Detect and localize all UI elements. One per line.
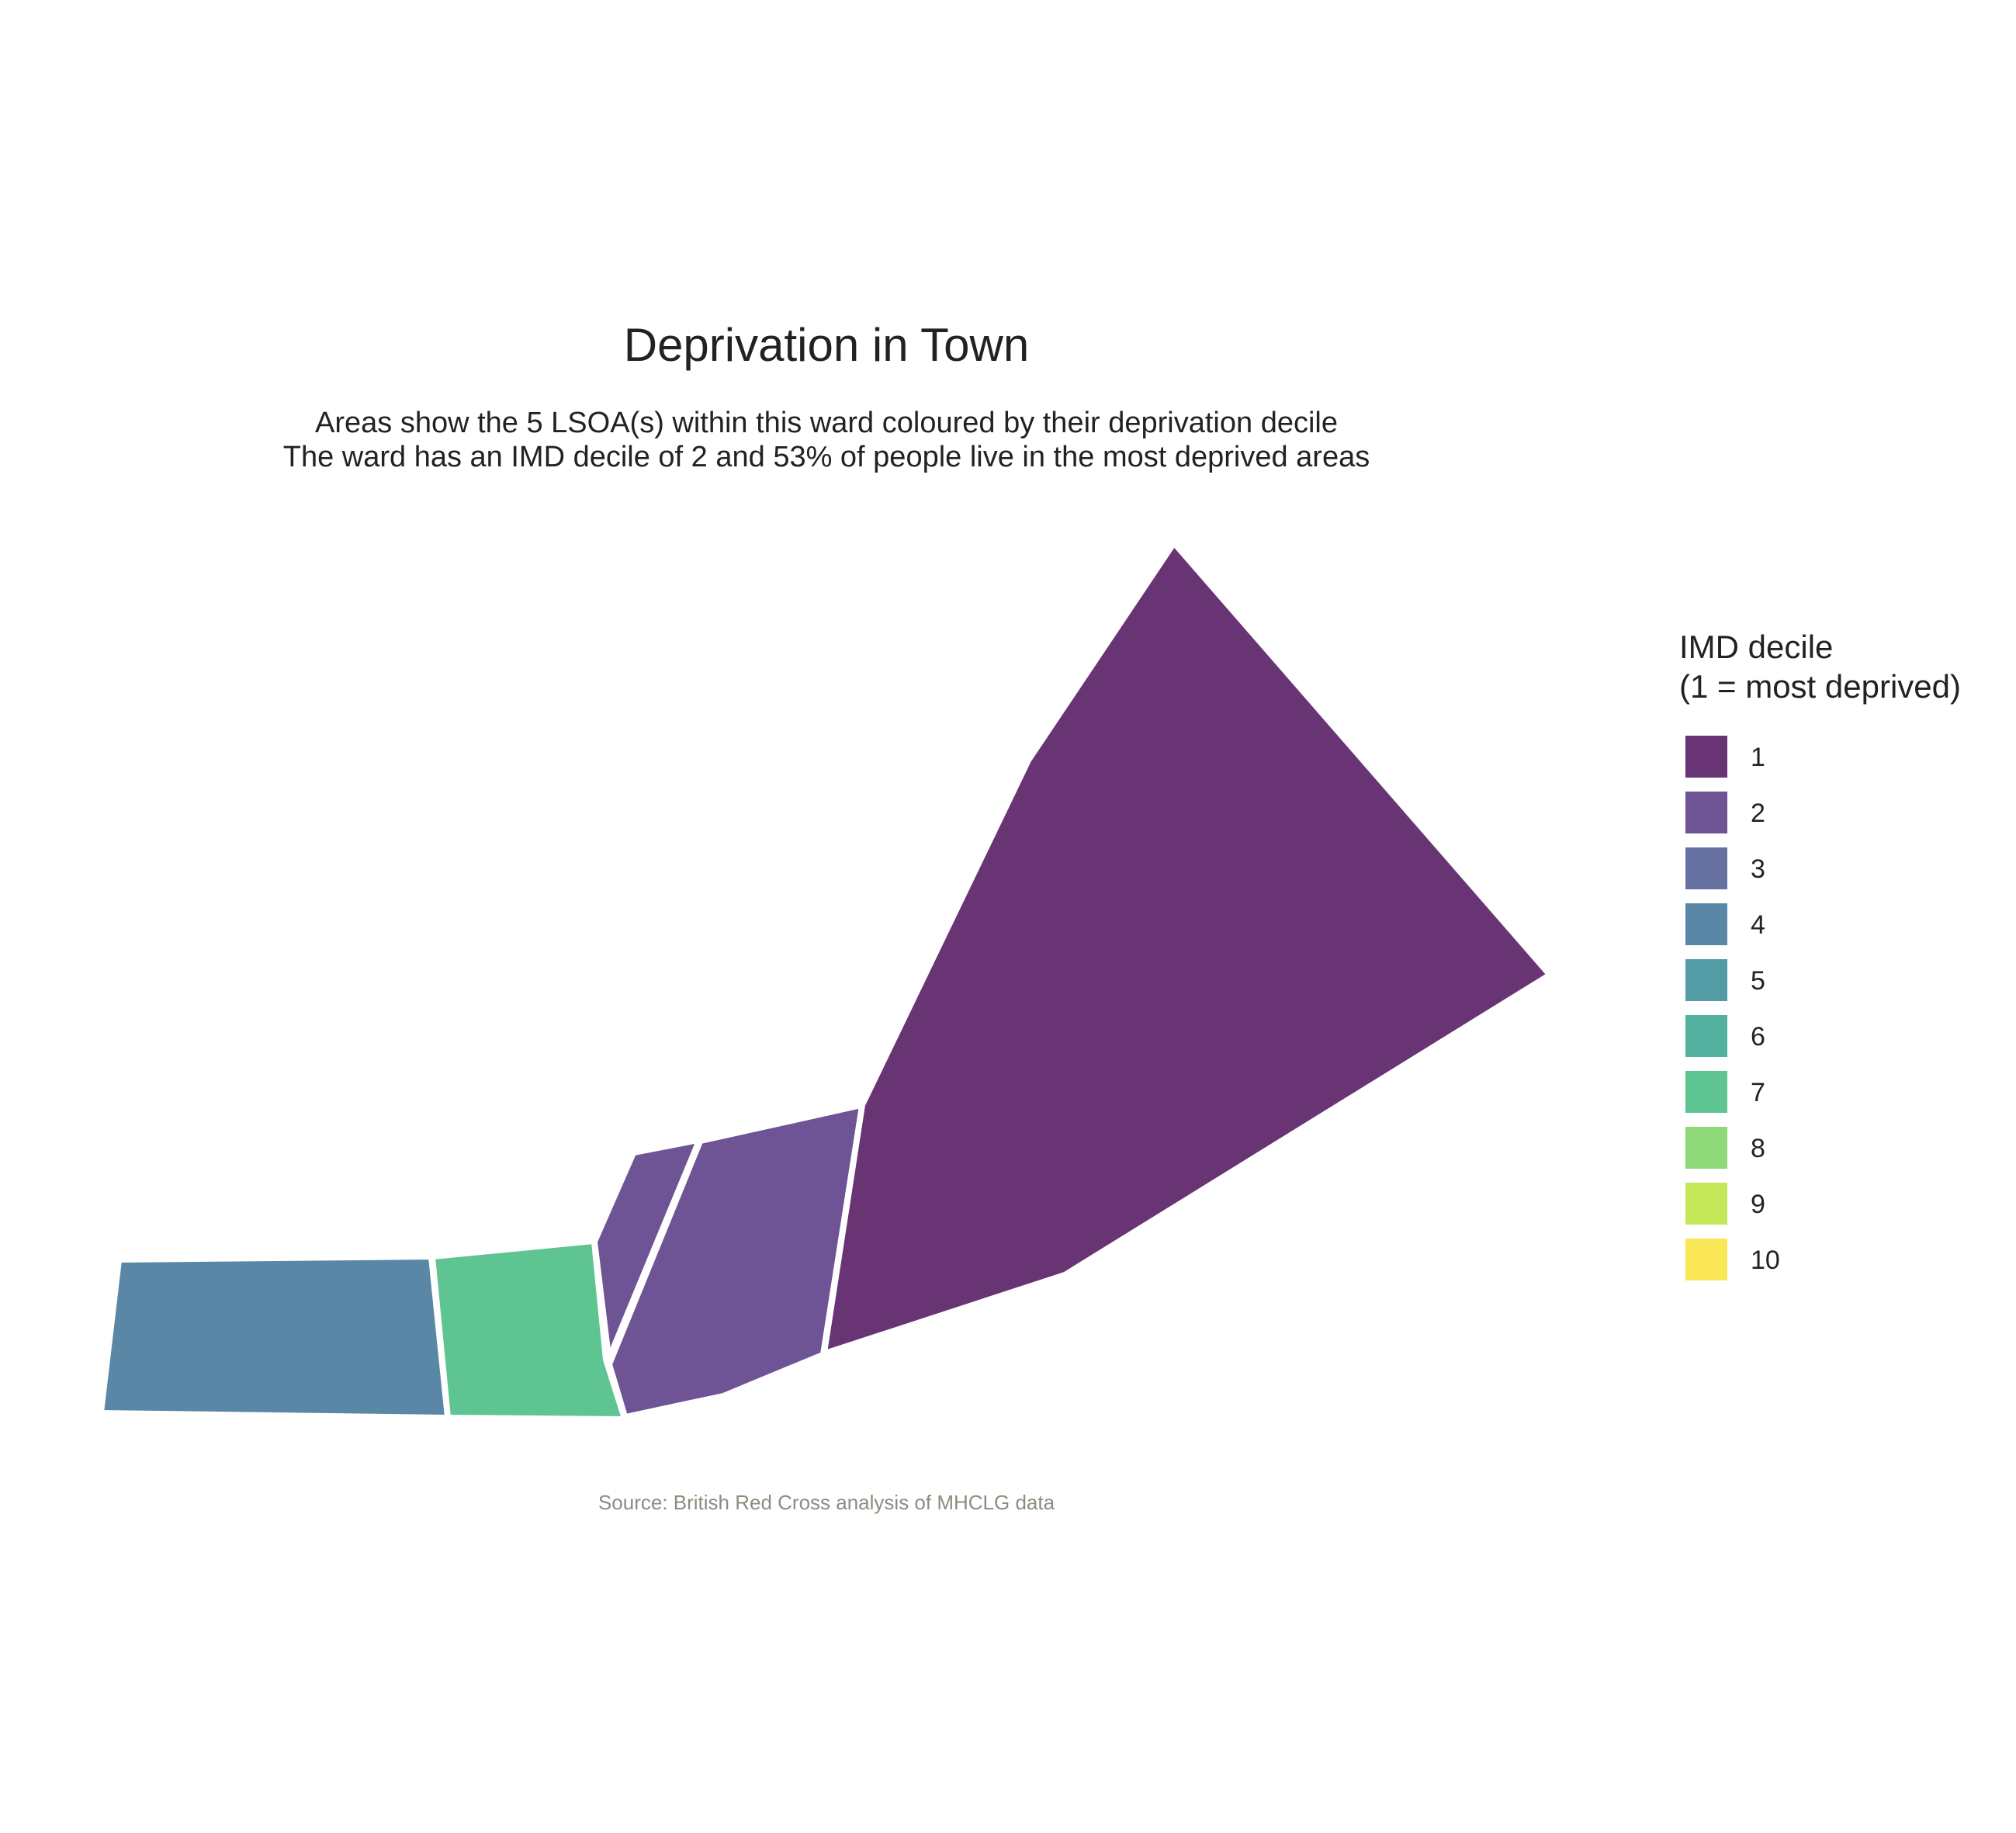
legend-swatch bbox=[1685, 1071, 1727, 1113]
legend-label: 4 bbox=[1751, 910, 1765, 940]
legend-label: 7 bbox=[1751, 1078, 1765, 1107]
legend: IMD decile (1 = most deprived) 1 2 3 4 5… bbox=[1679, 627, 2005, 1280]
lsoa-area-decile-4 bbox=[99, 1255, 449, 1419]
legend-item: 8 bbox=[1685, 1127, 1918, 1170]
lsoa-area-decile-1 bbox=[823, 542, 1551, 1355]
lsoa-area-decile-7 bbox=[431, 1239, 626, 1421]
legend-swatch bbox=[1685, 792, 1727, 833]
legend-title-line-2: (1 = most deprived) bbox=[1679, 668, 1961, 705]
map-title: Deprivation in Town bbox=[623, 319, 1030, 371]
legend-swatch bbox=[1685, 903, 1727, 945]
legend-title-line-1: IMD decile bbox=[1679, 629, 1834, 665]
legend-label: 10 bbox=[1751, 1246, 1780, 1275]
legend-item: 2 bbox=[1685, 792, 1918, 835]
lsoa-area-decile-2-small bbox=[593, 1138, 701, 1359]
source-caption: Source: British Red Cross analysis of MH… bbox=[598, 1491, 1055, 1514]
legend-title: IMD decile (1 = most deprived) bbox=[1679, 627, 2005, 706]
legend-item: 6 bbox=[1685, 1015, 1918, 1059]
legend-label: 8 bbox=[1751, 1134, 1765, 1163]
legend-label: 2 bbox=[1751, 799, 1765, 828]
subtitle-line-1: Areas show the 5 LSOA(s) within this war… bbox=[315, 407, 1338, 439]
legend-item: 9 bbox=[1685, 1183, 1918, 1226]
legend-label: 1 bbox=[1751, 743, 1765, 772]
legend-swatch bbox=[1685, 1015, 1727, 1057]
legend-swatch bbox=[1685, 1127, 1727, 1169]
legend-label: 5 bbox=[1751, 966, 1765, 996]
legend-item: 10 bbox=[1685, 1239, 1918, 1282]
legend-item: 3 bbox=[1685, 847, 1918, 891]
legend-swatch bbox=[1685, 847, 1727, 889]
legend-item: 5 bbox=[1685, 959, 1918, 1003]
legend-item: 1 bbox=[1685, 736, 1918, 779]
legend-swatch bbox=[1685, 736, 1727, 778]
legend-label: 9 bbox=[1751, 1190, 1765, 1219]
legend-item: 4 bbox=[1685, 903, 1918, 947]
legend-label: 6 bbox=[1751, 1022, 1765, 1052]
legend-item: 7 bbox=[1685, 1071, 1918, 1114]
legend-swatch bbox=[1685, 959, 1727, 1001]
legend-label: 3 bbox=[1751, 854, 1765, 884]
legend-swatch bbox=[1685, 1239, 1727, 1280]
legend-swatch bbox=[1685, 1183, 1727, 1225]
subtitle-line-2: The ward has an IMD decile of 2 and 53% … bbox=[282, 441, 1370, 473]
map-subtitle: Areas show the 5 LSOA(s) within this war… bbox=[0, 406, 1653, 474]
